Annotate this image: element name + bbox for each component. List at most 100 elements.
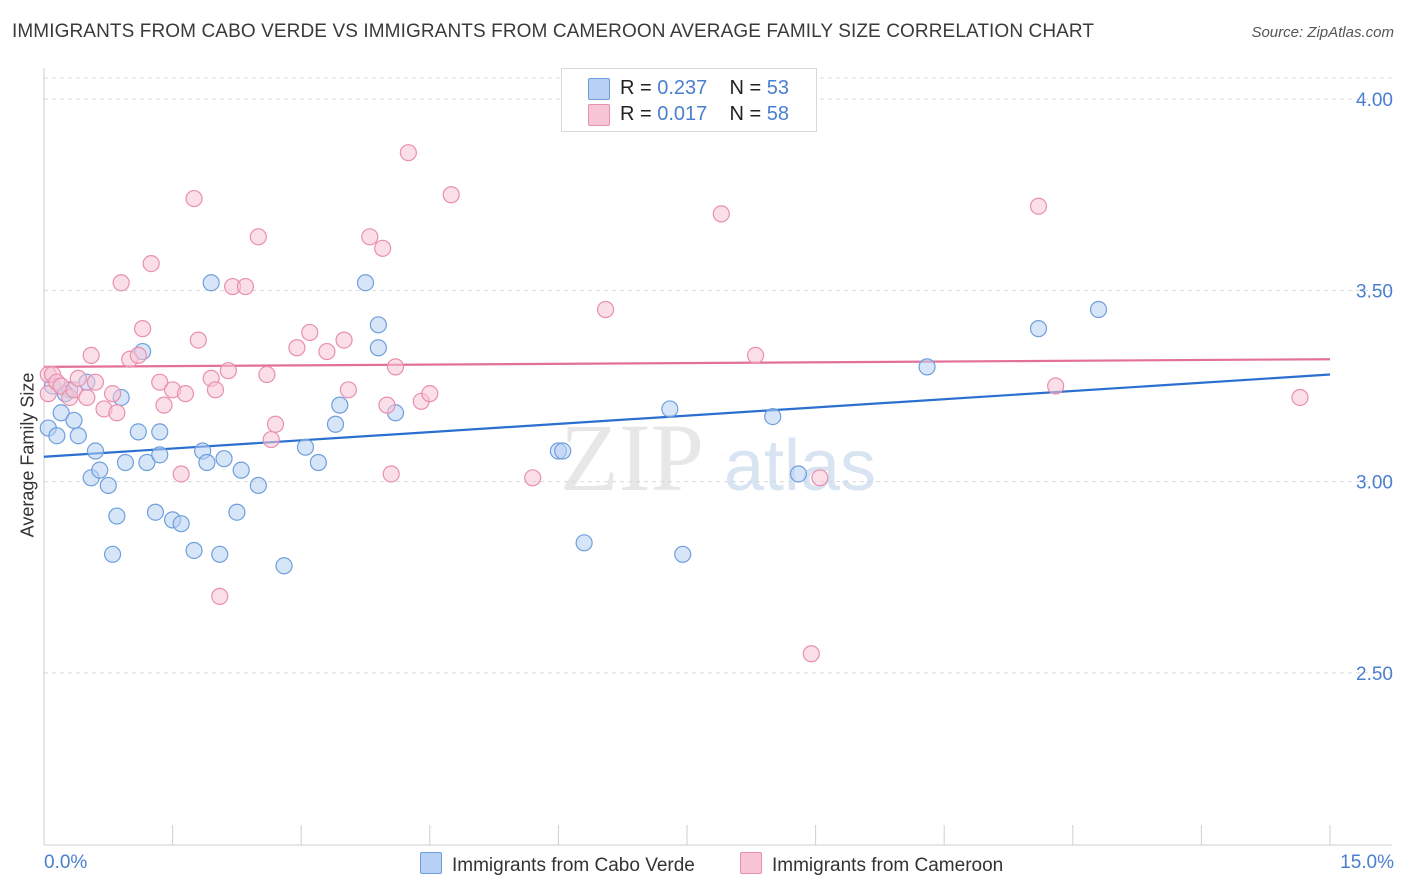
cameroon-point <box>78 388 96 407</box>
cameroon-point <box>82 346 100 364</box>
cameroon-point <box>189 331 207 349</box>
cabo-verde-point <box>1089 300 1108 319</box>
data-points <box>39 144 1309 663</box>
cabo-verde-point <box>91 461 109 479</box>
cameroon-point <box>802 645 820 663</box>
cabo-verde-swatch <box>588 78 610 100</box>
cameroon-point <box>185 189 203 208</box>
cabo-verde-point <box>69 427 87 445</box>
cameroon-point <box>103 385 122 403</box>
cameroon-point <box>172 465 190 483</box>
cabo-verde-point <box>575 534 593 552</box>
y-tick-label: 3.00 <box>1356 473 1393 494</box>
cabo-verde-point <box>151 446 169 464</box>
cameroon-legend-swatch <box>740 852 762 874</box>
cameroon-point <box>129 346 147 364</box>
cabo-verde-point <box>369 339 387 357</box>
cameroon-point <box>1291 388 1309 407</box>
cabo-verde-point <box>356 274 375 292</box>
cabo-verde-point <box>215 450 233 468</box>
cameroon-point <box>596 300 615 319</box>
cabo-verde-point <box>151 423 169 441</box>
cabo-verde-point <box>1029 320 1048 338</box>
x-tick-label-max: 15.0% <box>1340 852 1394 873</box>
cameroon-point <box>811 469 829 487</box>
cabo-verde-point <box>789 465 808 483</box>
cameroon-point <box>524 469 542 487</box>
cabo-verde-point <box>211 545 229 563</box>
cameroon-point <box>266 415 285 433</box>
correlation-legend: R = 0.237 N = 53 R = 0.017 N = 58 <box>561 68 817 132</box>
cameroon-point <box>301 323 319 342</box>
cabo-verde-point <box>86 442 105 460</box>
cabo-verde-point <box>228 503 246 521</box>
cameroon-point <box>1029 197 1048 215</box>
cabo-verde-legend-swatch <box>420 852 442 874</box>
cabo-verde-point <box>232 461 250 479</box>
cabo-verde-point <box>99 476 117 495</box>
cabo-verde-point <box>918 358 936 376</box>
cameroon-legend-label: Immigrants from Cameroon <box>772 855 1004 876</box>
legend-item-cameroon: Immigrants from Cameroon <box>740 852 1003 877</box>
cameroon-point <box>155 396 173 414</box>
cabo-verde-point <box>202 274 220 292</box>
cabo-verde-point <box>108 507 126 525</box>
cameroon-point <box>112 274 130 292</box>
cabo-verde-point <box>275 557 293 575</box>
cabo-verde-point <box>554 442 572 460</box>
legend-item-cabo-verde: Immigrants from Cabo Verde <box>420 852 695 877</box>
cabo-verde-legend-label: Immigrants from Cabo Verde <box>452 855 695 876</box>
cameroon-point <box>318 342 336 361</box>
cabo-verde-point <box>172 515 190 533</box>
cabo-verde-point <box>129 423 147 441</box>
cameroon-point <box>374 239 392 257</box>
cameroon-point <box>442 186 460 204</box>
cameroon-point <box>86 373 105 391</box>
cameroon-point <box>1047 377 1065 395</box>
cameroon-point <box>69 369 87 387</box>
y-tick-label: 2.50 <box>1356 664 1393 685</box>
cabo-verde-point <box>661 400 679 418</box>
cameroon-point <box>339 381 357 399</box>
cameroon-point <box>151 373 169 391</box>
cabo-verde-point <box>138 453 156 472</box>
source-credit: Source: ZipAtlas.com <box>1251 24 1394 41</box>
cameroon-point <box>262 430 280 449</box>
cameroon-n-value: 58 <box>766 103 790 125</box>
y-tick-labels: 2.50 3.00 3.50 4.00 <box>1356 90 1393 685</box>
cabo-verde-trend-line <box>43 373 1331 458</box>
y-axis-label: Average Family Size <box>17 372 38 538</box>
n-label: N = <box>729 77 767 99</box>
cameroon-point <box>712 205 730 223</box>
cameroon-swatch <box>588 104 610 126</box>
cabo-verde-point <box>65 411 83 430</box>
axes <box>43 68 1392 846</box>
cameroon-point <box>176 385 195 403</box>
cameroon-point <box>288 339 306 357</box>
cameroon-point <box>108 404 126 422</box>
cameroon-point <box>335 331 353 349</box>
cabo-verde-point <box>326 415 345 433</box>
gridlines <box>44 77 1392 674</box>
cameroon-point <box>421 385 439 403</box>
cabo-verde-point <box>198 453 216 472</box>
cabo-verde-point <box>309 453 327 472</box>
y-tick-label: 3.50 <box>1356 281 1393 302</box>
cameroon-point <box>236 277 255 296</box>
cameroon-point <box>386 358 405 376</box>
cameroon-point <box>382 465 400 483</box>
n-label: N = <box>729 103 767 125</box>
r-label: R = <box>620 103 658 125</box>
cabo-verde-point <box>764 408 782 426</box>
cabo-verde-point <box>296 438 315 456</box>
cabo-verde-point <box>146 503 165 521</box>
cameroon-point <box>39 385 57 403</box>
trend-lines <box>43 358 1331 458</box>
cameroon-point <box>399 144 417 162</box>
cabo-verde-point <box>369 316 387 334</box>
cabo-verde-point <box>103 545 122 563</box>
cameroon-point <box>258 365 276 384</box>
r-label: R = <box>620 77 658 99</box>
cameroon-point <box>249 228 267 246</box>
y-tick-label: 4.00 <box>1356 90 1393 111</box>
